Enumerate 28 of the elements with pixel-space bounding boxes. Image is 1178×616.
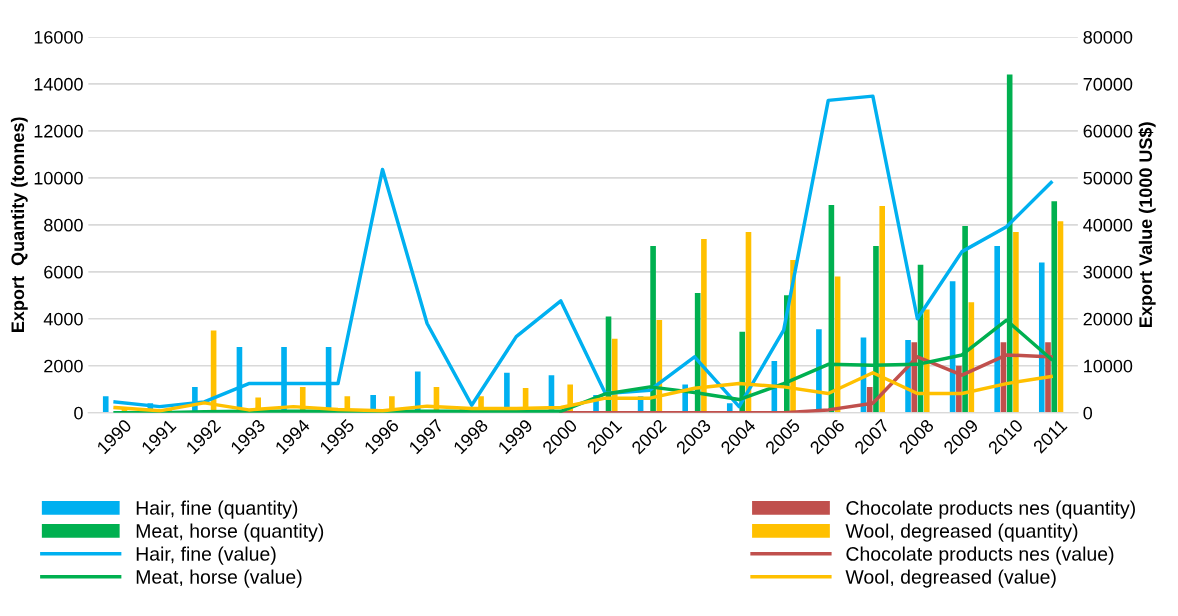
y-tick-label: 6000 (44, 265, 83, 279)
y2-tick-label: 20000 (1083, 312, 1133, 326)
y2-tick-label: 60000 (1083, 124, 1133, 138)
y2-tick-label: 70000 (1083, 77, 1133, 91)
legend-label: Meat, horse (quantity) (136, 523, 324, 542)
y-tick-label: 0 (74, 406, 83, 420)
y-tick-label: 14000 (34, 77, 83, 91)
y2-tick-label: 80000 (1083, 30, 1133, 44)
y-tick-label: 2000 (44, 359, 83, 373)
y2-tick-label: 10000 (1084, 359, 1133, 373)
y-tick-label: 16000 (34, 30, 83, 44)
legend-label: Chocolate products nes (value) (846, 546, 1114, 565)
legend-label: Wool, degreased (value) (845, 569, 1056, 588)
legend-label: Chocolate products nes (quantity) (846, 500, 1135, 519)
y-tick-label: 8000 (44, 218, 83, 232)
legend-label: Wool, degreased (quantity) (845, 523, 1078, 542)
y2-tick-label: 0 (1083, 406, 1093, 420)
y2-tick-label: 50000 (1083, 171, 1133, 185)
legend-label: Hair, fine (value) (136, 546, 276, 565)
y2-axis-title: Export Value (1000 US$) (1138, 122, 1156, 327)
legend-label: Hair, fine (quantity) (136, 500, 298, 519)
y-tick-label: 12000 (34, 124, 83, 138)
y-tick-label: 4000 (43, 312, 83, 326)
y-tick-label: 10000 (34, 171, 83, 185)
y2-tick-label: 30000 (1083, 265, 1133, 279)
y2-tick-label: 40000 (1083, 218, 1133, 232)
y-axis-title: Export Quantity (tonnes) (10, 117, 28, 332)
legend-label: Meat, horse (value) (136, 569, 302, 588)
